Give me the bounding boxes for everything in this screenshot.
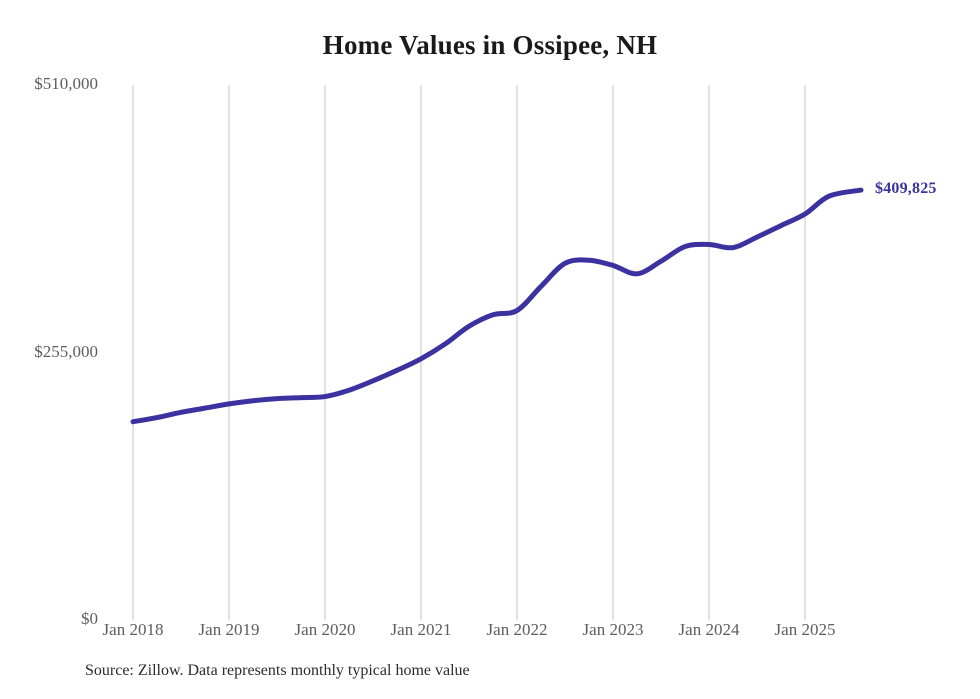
- x-axis-tick-label: Jan 2020: [294, 620, 356, 639]
- series-group: [130, 187, 864, 425]
- y-axis-tick-label: $0: [81, 609, 98, 628]
- y-axis-tick-label: $255,000: [34, 341, 98, 361]
- x-axis-tick-label: Jan 2025: [774, 620, 836, 639]
- line-series-typical-home-value: [130, 187, 864, 425]
- x-axis-tick-label: Jan 2019: [198, 620, 260, 639]
- end-value-label: $409,825: [875, 180, 937, 198]
- x-axis-tick-label: Jan 2022: [486, 620, 548, 639]
- x-axis-tick-label: Jan 2023: [582, 620, 644, 639]
- x-axis-tick-label: Jan 2021: [390, 620, 452, 639]
- x-axis-tick-label: Jan 2024: [678, 620, 740, 639]
- page-title: Home Values in Ossipee, NH: [322, 30, 658, 60]
- x-axis-tick-label: Jan 2018: [102, 620, 164, 639]
- gridlines-group: [132, 85, 806, 620]
- y-axis-tick-label: $510,000: [34, 74, 98, 93]
- source-note: Source: Zillow. Data represents monthly …: [85, 662, 470, 679]
